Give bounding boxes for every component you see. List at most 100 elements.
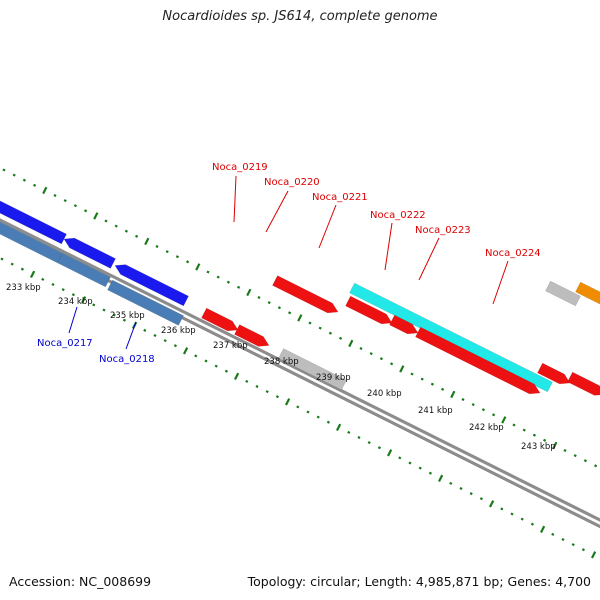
scale-tick [194, 354, 198, 358]
gene-noca-0223 [389, 314, 419, 335]
scale-tick [155, 244, 159, 249]
gene-red-d [537, 362, 571, 385]
scale-tick [183, 347, 189, 355]
scale-tick [41, 277, 45, 281]
scale-tick [398, 456, 402, 460]
gene-noca-0221-red [272, 275, 339, 314]
scale-label: 237 kbp [213, 341, 248, 351]
gene-label: Noca_0220 [264, 177, 320, 188]
scale-tick [204, 359, 208, 363]
scale-tick [377, 446, 381, 450]
scale-tick [489, 500, 495, 508]
scale-tick [573, 454, 577, 458]
scale-tick [479, 497, 483, 501]
gene-label: Noca_0218 [99, 354, 155, 365]
scale-tick [316, 415, 320, 419]
scale-tick [430, 382, 434, 386]
scale-tick [135, 234, 139, 238]
scale-tick [42, 186, 48, 195]
scale-tick [71, 293, 75, 297]
scale-tick [277, 306, 281, 310]
scale-tick [265, 390, 269, 394]
scale-tick [84, 209, 88, 213]
scale-tick [124, 229, 128, 233]
scale-label: 238 kbp [264, 357, 299, 367]
label-leader [125, 321, 137, 350]
scale-tick [206, 270, 210, 274]
scale-tick [214, 364, 218, 368]
scale-tick [594, 464, 598, 468]
scale-tick [234, 372, 240, 381]
scale-tick [297, 314, 303, 322]
scale-tick [30, 270, 36, 279]
scale-tick [33, 183, 37, 187]
gene-noca-0220 [234, 324, 270, 347]
scale-tick [420, 377, 424, 381]
scale-tick [357, 435, 361, 440]
scale-tick [10, 262, 14, 266]
scale-tick [22, 178, 26, 182]
scale-tick [481, 408, 485, 412]
scale-tick [418, 466, 422, 470]
scale-label: 243 kbp [521, 442, 556, 452]
gene-noca-0224 [415, 326, 541, 395]
scale-tick [450, 390, 456, 399]
scale-tick [387, 449, 393, 457]
scale-tick [51, 282, 55, 287]
scale-tick [522, 428, 526, 432]
scale-tick [399, 365, 405, 373]
label-leader [68, 306, 78, 334]
scale-tick [104, 219, 108, 223]
scale-tick [92, 303, 96, 307]
scale-tick [153, 333, 157, 338]
label-leader [233, 175, 237, 223]
scale-tick [308, 321, 312, 325]
scale-tick [0, 257, 4, 261]
scale-tick [532, 433, 536, 437]
label-leader [265, 190, 289, 233]
scale-tick [288, 311, 292, 315]
scale-tick [175, 255, 179, 259]
scale-tick [428, 471, 432, 475]
scale-tick [63, 199, 67, 203]
scale-label: 242 kbp [469, 423, 504, 433]
scale-tick [347, 430, 351, 434]
scale-tick [438, 474, 444, 483]
scale-tick [410, 372, 414, 376]
scale-label: 233 kbp [6, 283, 41, 293]
scale-tick [449, 481, 453, 485]
gene-noca-0216 [63, 237, 116, 269]
scale-tick [552, 441, 558, 450]
scale-label: 240 kbp [367, 389, 402, 399]
scale-tick [543, 438, 547, 442]
scale-tick [257, 295, 261, 300]
scale-tick [306, 410, 310, 414]
scale-tick [408, 461, 412, 465]
gene-noca-0217-upper [114, 264, 189, 307]
scale-tick [390, 362, 394, 366]
gene-noca-0224-orange [575, 281, 600, 305]
scale-tick [114, 224, 118, 228]
scale-tick [144, 237, 150, 246]
gene-noca-0219 [201, 307, 239, 332]
scale-tick [328, 331, 332, 335]
gene-noca-0218 [107, 279, 184, 326]
scale-tick [369, 352, 373, 356]
scale-labels: 233 kbp 234 kbp 235 kbp 236 kbp 237 kbp 238 k… [6, 283, 556, 452]
backbone-line [0, 218, 600, 522]
scale-label: 234 kbp [58, 297, 93, 307]
scale-tick [267, 301, 271, 305]
label-leader [384, 222, 393, 271]
scale-tick [441, 387, 445, 391]
scale-tick [591, 551, 597, 559]
scale-tick [367, 441, 371, 445]
scale-label: 235 kbp [110, 311, 145, 321]
scale-tick [379, 357, 383, 361]
gene-labels: Noca_0217 Noca_0218 Noca_0219 Noca_0220 Noca… [37, 162, 541, 365]
scale-tick [326, 420, 330, 424]
gene-features [0, 200, 600, 396]
accession-text: Accession: NC_008699 [9, 574, 152, 589]
scale-label: 239 kbp [316, 373, 351, 383]
scale-tick [275, 395, 279, 399]
gene-label: Noca_0221 [312, 192, 368, 203]
